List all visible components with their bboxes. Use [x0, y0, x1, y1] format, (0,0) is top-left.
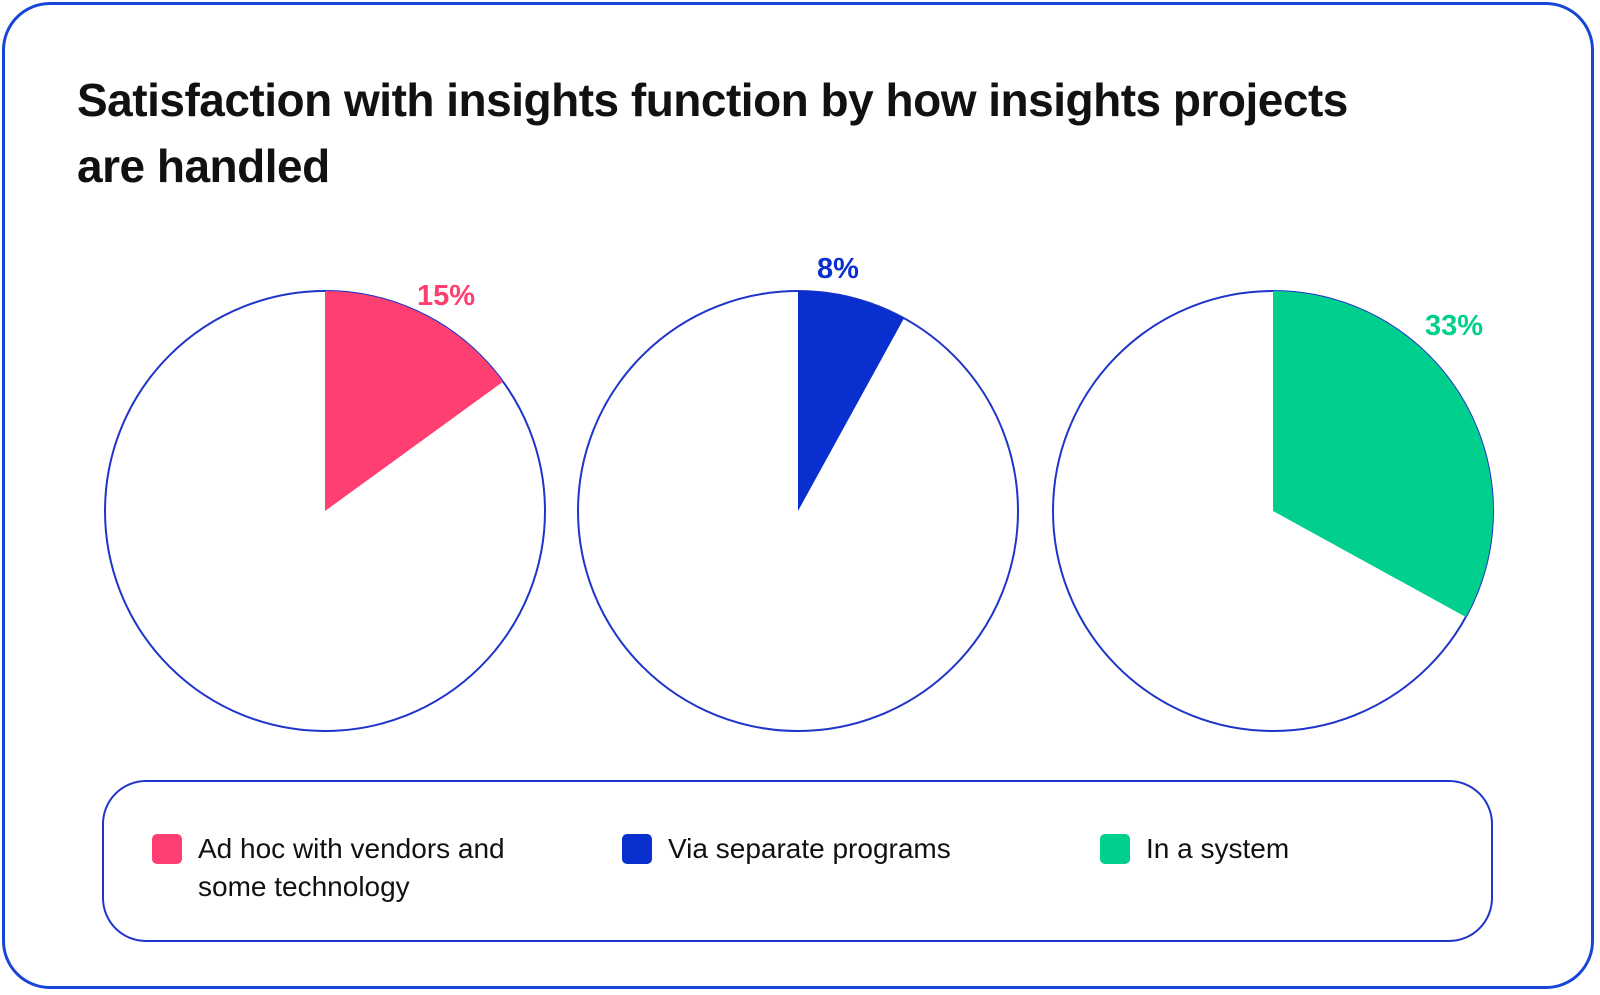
- legend-item-separate-programs: Via separate programs: [622, 830, 951, 868]
- data-label: 8%: [817, 253, 859, 285]
- chart-title: Satisfaction with insights function by h…: [77, 74, 1348, 192]
- legend-label: Via separate programs: [668, 833, 951, 864]
- legend-swatch: [152, 834, 182, 864]
- legend-item-ad-hoc: Ad hoc with vendors and some technology: [152, 830, 538, 906]
- pie-chart-in-a-system: 33%: [1052, 290, 1494, 732]
- legend-label: Ad hoc with vendors and some technology: [198, 833, 505, 902]
- legend-swatch: [622, 834, 652, 864]
- pie-slice: [325, 291, 503, 511]
- legend-swatch: [1100, 834, 1130, 864]
- pie-slice: [1273, 291, 1494, 617]
- pie-slice: [798, 291, 904, 511]
- legend-item-in-a-system: In a system: [1100, 830, 1289, 868]
- data-label: 33%: [1425, 310, 1483, 342]
- pie-chart-separate-programs: 8%: [577, 253, 1019, 732]
- legend: Ad hoc with vendors and some technology …: [102, 780, 1493, 942]
- legend-label: In a system: [1146, 833, 1290, 864]
- data-label: 15%: [417, 280, 475, 312]
- pie-chart-ad-hoc: 15%: [104, 280, 546, 732]
